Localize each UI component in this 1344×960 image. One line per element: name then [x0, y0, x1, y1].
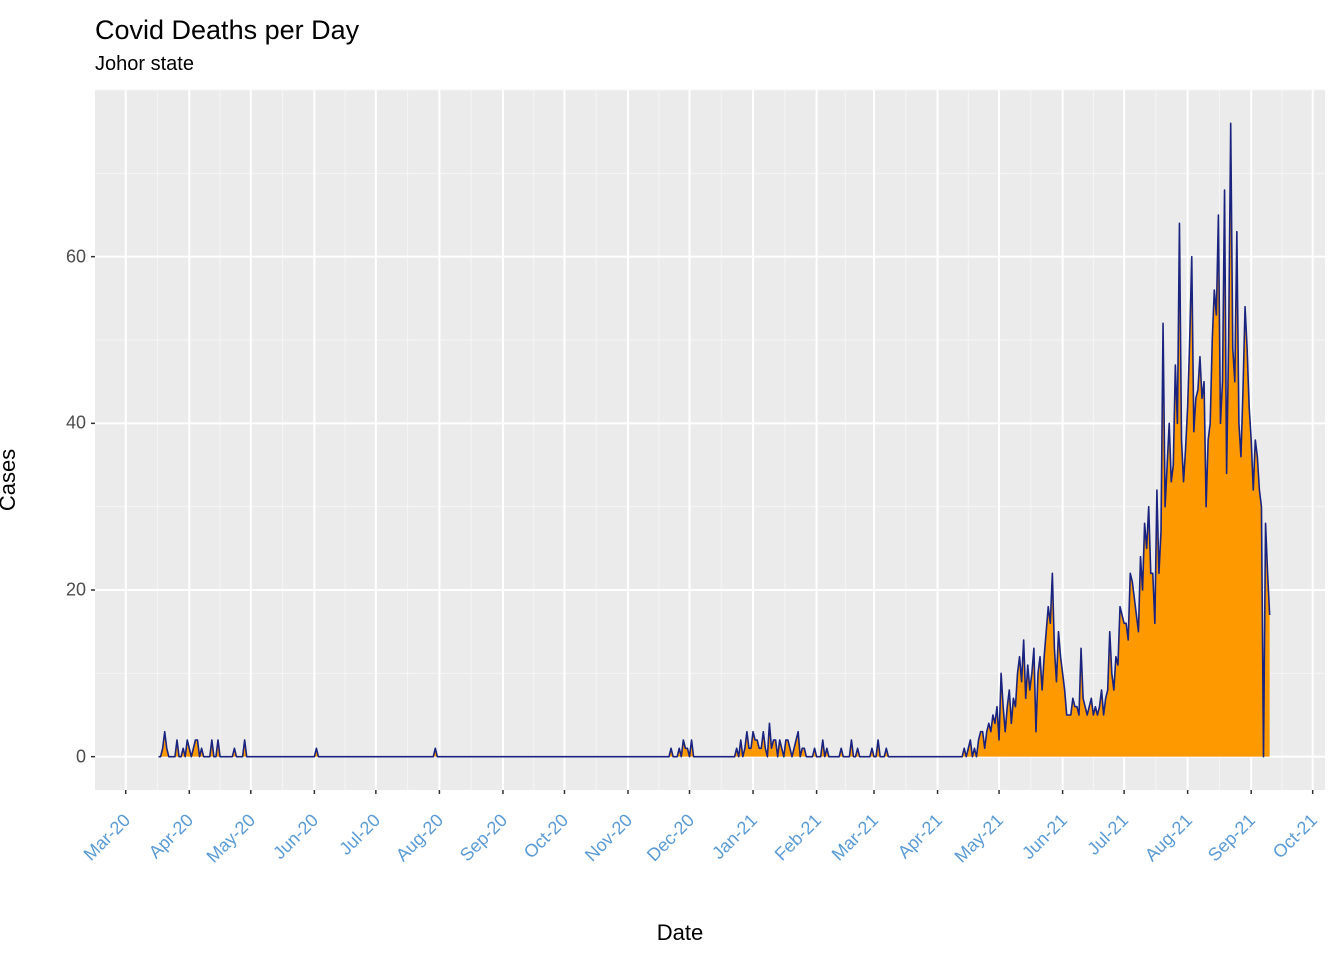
y-tick: 40 — [66, 413, 86, 434]
chart-subtitle: Johor state — [95, 53, 194, 76]
y-tick: 0 — [76, 746, 86, 767]
plot-panel — [95, 90, 1325, 790]
y-tick: 20 — [66, 580, 86, 601]
y-axis-label: Cases — [0, 449, 21, 511]
y-tick: 60 — [66, 246, 86, 267]
chart-title: Covid Deaths per Day — [95, 15, 359, 46]
x-axis-label: Date — [657, 920, 703, 946]
chart-container: Covid Deaths per Day Johor state Cases D… — [0, 0, 1344, 960]
